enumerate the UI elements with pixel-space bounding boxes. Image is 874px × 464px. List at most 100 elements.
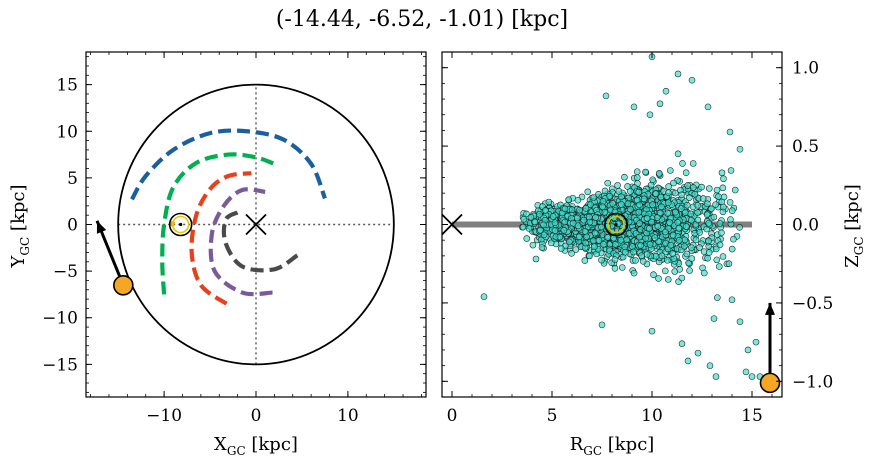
- star-point: [678, 191, 685, 199]
- star-point: [646, 111, 654, 119]
- star-point: [600, 241, 607, 248]
- y-tick-label: −1.0: [792, 372, 833, 392]
- y-tick-label: 0.5: [792, 137, 819, 157]
- x-tick-label: 0: [251, 406, 262, 426]
- star-point: [730, 235, 737, 243]
- star-point: [742, 368, 750, 376]
- star-point: [694, 349, 702, 357]
- star-point: [618, 264, 626, 271]
- star-point: [681, 242, 688, 250]
- star-point: [652, 253, 660, 260]
- star-point: [574, 196, 582, 204]
- figure-title: (-14.44, -6.52, -1.01) [kpc]: [276, 7, 568, 32]
- star-point: [664, 276, 672, 283]
- star-point: [655, 170, 663, 177]
- star-point: [621, 173, 628, 181]
- star-point: [523, 210, 530, 218]
- star-point: [712, 373, 720, 380]
- spiral-arm-3: [189, 171, 252, 306]
- star-point: [581, 228, 589, 235]
- spiral-arm-0: [130, 128, 327, 201]
- star-point: [720, 203, 727, 211]
- star-point: [572, 246, 580, 253]
- star-point: [664, 210, 672, 217]
- star-point: [645, 225, 653, 232]
- star-point: [699, 195, 707, 202]
- star-point: [523, 235, 531, 242]
- star-point: [669, 250, 676, 257]
- x-tick-label: 0: [447, 406, 458, 426]
- star-point: [624, 200, 632, 207]
- star-point: [664, 199, 672, 207]
- star-point: [662, 87, 670, 95]
- star-point: [647, 181, 655, 189]
- star-point: [601, 209, 609, 216]
- star-point: [551, 219, 559, 227]
- star-point: [731, 186, 739, 194]
- galactic-center-marker-b: [245, 213, 267, 236]
- star-scatter-points: [480, 53, 764, 380]
- left-panel-content: [95, 83, 395, 366]
- star-point: [674, 150, 682, 158]
- x-tick-label: 5: [547, 406, 558, 426]
- star-point: [622, 248, 629, 256]
- star-point: [585, 213, 593, 221]
- star-point: [633, 174, 641, 181]
- star-point: [643, 215, 651, 222]
- star-point: [566, 238, 573, 246]
- star-point: [581, 257, 589, 264]
- sun-marker-rz-outer: [604, 212, 628, 237]
- star-point: [658, 252, 666, 260]
- star-point: [677, 205, 685, 212]
- star-point: [538, 244, 546, 251]
- star-point: [728, 296, 736, 304]
- x-tick-label: −10: [146, 406, 182, 426]
- star-point: [648, 218, 655, 226]
- star-point: [650, 271, 657, 278]
- star-point: [590, 194, 597, 201]
- star-point: [718, 169, 726, 177]
- star-point: [598, 223, 605, 231]
- star-point: [642, 235, 650, 242]
- star-point: [520, 215, 528, 223]
- star-point: [545, 198, 553, 206]
- star-point: [537, 226, 544, 234]
- star-point: [704, 254, 711, 262]
- star-point: [662, 228, 669, 236]
- star-point: [748, 373, 756, 380]
- star-point: [590, 237, 597, 245]
- star-point: [565, 196, 572, 203]
- star-point: [646, 241, 654, 248]
- left-xlabel: XGC [kpc]: [214, 434, 298, 458]
- y-tick-label: 10: [56, 122, 78, 142]
- star-point: [712, 245, 720, 253]
- star-point: [726, 128, 734, 136]
- star-point: [704, 200, 711, 208]
- star-point: [720, 193, 728, 201]
- right-ylabel: ZGC [kpc]: [842, 184, 866, 268]
- star-point: [719, 184, 727, 192]
- star-point: [536, 211, 543, 218]
- star-point: [672, 189, 679, 197]
- star-point: [612, 241, 619, 248]
- star-point: [540, 221, 547, 229]
- star-point: [728, 207, 736, 214]
- star-point: [706, 362, 714, 369]
- star-point: [726, 199, 734, 206]
- star-point: [688, 76, 696, 84]
- star-point: [657, 209, 664, 217]
- star-point: [560, 227, 568, 234]
- star-point: [705, 249, 713, 256]
- star-point: [652, 190, 660, 198]
- star-point: [674, 70, 682, 78]
- star-point: [689, 160, 697, 167]
- star-point: [716, 220, 724, 227]
- star-point: [698, 183, 705, 191]
- star-point: [686, 267, 693, 274]
- star-point: [736, 224, 743, 231]
- star-point: [686, 194, 693, 201]
- star-point: [669, 231, 677, 239]
- star-point: [623, 236, 630, 243]
- star-point: [633, 168, 641, 175]
